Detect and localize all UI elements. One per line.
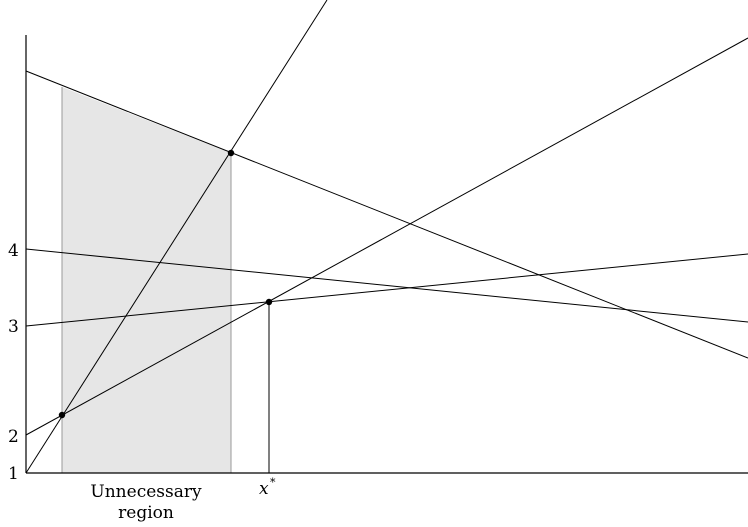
region-label-line1: Unnecessary (90, 482, 202, 502)
line-5-steep-falling (25, 70, 748, 359)
line-3-gentle (25, 253, 748, 327)
x-star-label: x (259, 479, 269, 499)
y-label-1: 1 (8, 464, 19, 484)
y-label-4: 4 (8, 241, 19, 261)
line-1-steep (25, 0, 328, 474)
x-star-superscript: * (270, 476, 276, 489)
intersection-point-low (58, 411, 66, 419)
line-2-rising (25, 37, 748, 436)
region-label-line2: region (118, 503, 174, 523)
y-label-2: 2 (8, 427, 19, 447)
intersection-point-x-star (265, 298, 273, 306)
unnecessary-region-shading (62, 87, 231, 473)
y-label-3: 3 (8, 317, 19, 337)
intersection-point-top (227, 149, 235, 157)
